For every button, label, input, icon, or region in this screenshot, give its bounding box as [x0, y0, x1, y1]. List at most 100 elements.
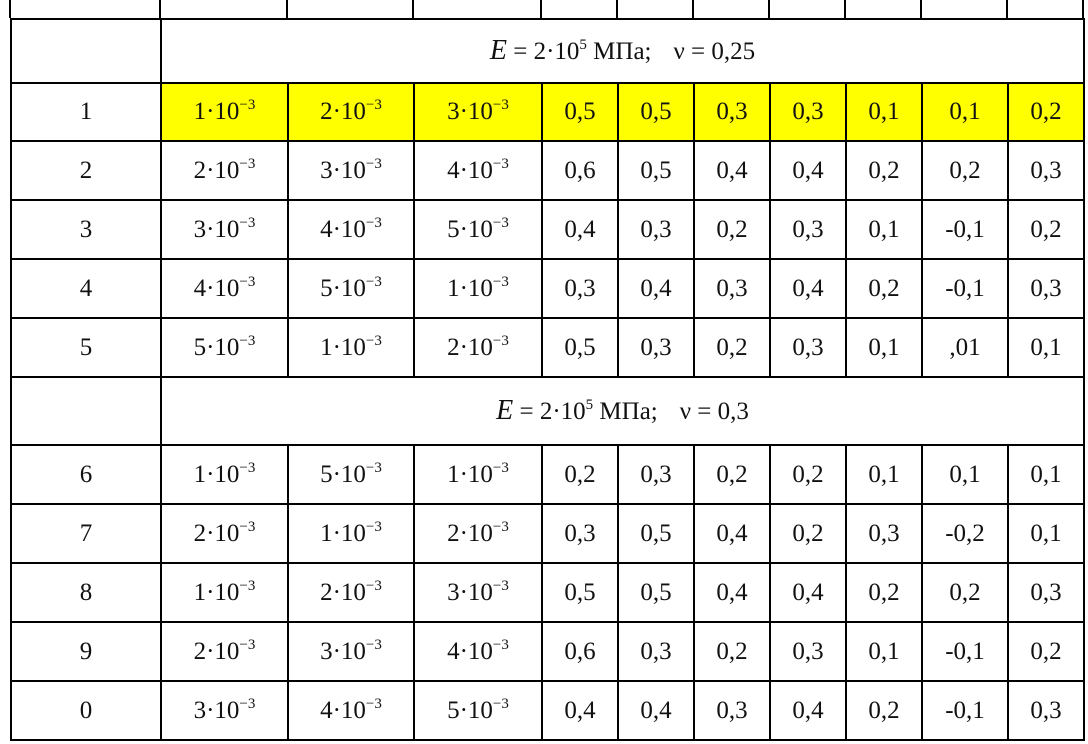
data-row: 4 4·10−3 5·10−3 1·10−3 0,3 0,4 0,3 0,4 0,2 -0,1 0,… [10, 258, 1085, 319]
value-cell: 0,3 [617, 444, 695, 505]
sci-exponent: −3 [365, 97, 382, 113]
sci-exponent: −3 [492, 155, 509, 172]
sci-cell: 1·10−3 [413, 444, 543, 505]
sci-cell: 5·10−3 [287, 444, 415, 505]
sci-exponent: −3 [365, 214, 382, 231]
tick [412, 0, 414, 18]
poisson-ratio: ν = 0,25 [673, 38, 756, 65]
value-cell: 0,4 [769, 680, 847, 741]
sci-base: 3·10 [320, 637, 366, 665]
value-cell: 0,5 [617, 140, 695, 201]
sci-cell: 2·10−3 [160, 621, 289, 682]
value-cell: 0,4 [693, 140, 771, 201]
value-cell: 0,4 [617, 258, 695, 319]
sci-exponent: −3 [492, 214, 509, 231]
value-cell: 0,5 [617, 82, 695, 142]
sci-exponent: −3 [492, 518, 509, 535]
sci-exponent: −3 [239, 695, 256, 712]
row-label: 6 [10, 444, 162, 505]
value-cell: 0,2 [1007, 82, 1085, 142]
value-cell: 0,1 [845, 317, 923, 378]
sci-cell: 3·10−3 [413, 82, 543, 142]
sci-exponent: −3 [492, 577, 509, 594]
sci-base: 3·10 [320, 156, 366, 184]
sci-base: 2·10 [193, 637, 240, 665]
value-cell: 0,2 [1007, 621, 1085, 682]
data-row: 9 2·10−3 3·10−3 4·10−3 0,6 0,3 0,2 0,3 0,1 -0,1 0,… [10, 621, 1085, 682]
sci-exponent: −3 [365, 518, 382, 535]
value-cell: 0,4 [617, 680, 695, 741]
tick [1082, 0, 1084, 18]
empty-cell [10, 376, 162, 446]
value-cell: 0,2 [921, 562, 1009, 623]
value-cell: 0,2 [541, 444, 619, 505]
sci-cell: 2·10−3 [287, 562, 415, 623]
sci-base: 1·10 [193, 98, 240, 125]
value-cell: 0,3 [769, 199, 847, 260]
sci-base: 2·10 [320, 578, 366, 606]
modulus-value: = 2·10 [519, 398, 586, 425]
sci-base: 3·10 [447, 98, 493, 125]
sci-cell: 5·10−3 [160, 317, 289, 378]
value-cell: 0,3 [693, 258, 771, 319]
data-row: 8 1·10−3 2·10−3 3·10−3 0,5 0,5 0,4 0,4 0,2 0,2 0,3 [10, 562, 1085, 623]
value-cell: 0,2 [845, 680, 923, 741]
value-cell: -0,1 [921, 199, 1009, 260]
empty-cell [10, 18, 162, 84]
sci-cell: 1·10−3 [413, 258, 543, 319]
sci-cell: 1·10−3 [287, 317, 415, 378]
sci-exponent: −3 [492, 636, 509, 653]
row-label: 4 [10, 258, 162, 319]
value-cell: 0,2 [845, 562, 923, 623]
sci-base: 1·10 [320, 333, 366, 361]
value-cell: 0,2 [845, 258, 923, 319]
sci-base: 4·10 [447, 156, 493, 184]
section-header: E = 2·105 МПа; ν = 0,25 [160, 18, 1085, 84]
row-label: 3 [10, 199, 162, 260]
sci-exponent: −3 [239, 518, 256, 535]
value-cell: 0,1 [845, 82, 923, 142]
sci-base: 5·10 [193, 333, 240, 361]
sci-cell: 3·10−3 [287, 621, 415, 682]
data-table: E = 2·105 МПа; ν = 0,25 1 1·10−3 2·10−3 3·10−… [10, 18, 1085, 741]
tick [692, 0, 694, 18]
sci-cell: 2·10−3 [287, 82, 415, 142]
sci-base: 2·10 [193, 156, 240, 184]
sci-base: 4·10 [320, 696, 366, 724]
sci-exponent: −3 [365, 636, 382, 653]
value-cell: 0,2 [921, 140, 1009, 201]
row-label: 5 [10, 317, 162, 378]
sci-exponent: −3 [239, 214, 256, 231]
sci-base: 4·10 [447, 637, 493, 665]
modulus-exponent: 5 [579, 37, 587, 53]
sci-base: 5·10 [447, 696, 493, 724]
value-cell: 0,4 [541, 199, 619, 260]
sci-exponent: −3 [239, 97, 256, 113]
sci-exponent: −3 [492, 97, 509, 113]
value-cell: 0,3 [769, 621, 847, 682]
data-row: 5 5·10−3 1·10−3 2·10−3 0,5 0,3 0,2 0,3 0,1,01 0,1 [10, 317, 1085, 378]
sci-exponent: −3 [365, 332, 382, 349]
modulus-unit: МПа; [593, 38, 652, 65]
value-cell: 0,4 [769, 258, 847, 319]
row-label: 9 [10, 621, 162, 682]
value-cell: 0,4 [541, 680, 619, 741]
sci-exponent: −3 [239, 155, 256, 172]
sci-base: 1·10 [320, 519, 366, 547]
value-cell: 0,3 [541, 503, 619, 564]
sci-exponent: −3 [492, 459, 509, 476]
poisson-ratio: ν = 0,3 [679, 398, 749, 425]
sci-base: 2·10 [193, 519, 240, 547]
sci-exponent: −3 [365, 273, 382, 290]
value-cell: 0,1 [921, 444, 1009, 505]
sci-cell: 2·10−3 [413, 503, 543, 564]
value-cell: 0,3 [1007, 680, 1085, 741]
sci-cell: 5·10−3 [413, 680, 543, 741]
sci-cell: 1·10−3 [287, 503, 415, 564]
value-cell: 0,3 [769, 317, 847, 378]
sci-cell: 3·10−3 [287, 140, 415, 201]
tick [540, 0, 542, 18]
modulus-exponent: 5 [585, 397, 594, 413]
sci-exponent: −3 [365, 155, 382, 172]
sci-cell: 2·10−3 [160, 140, 289, 201]
